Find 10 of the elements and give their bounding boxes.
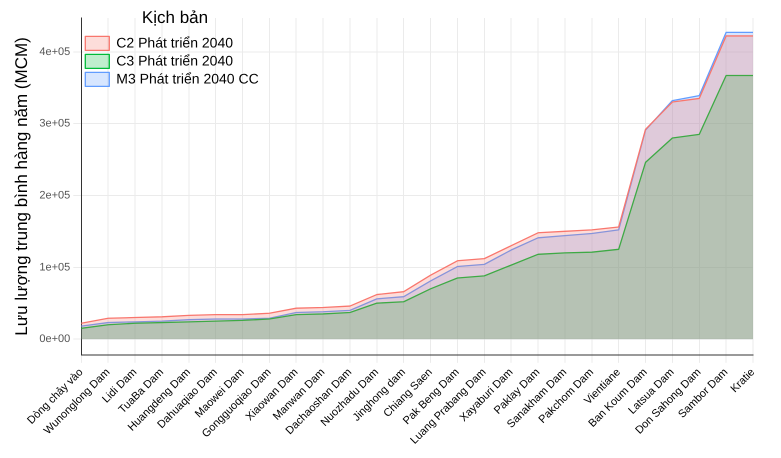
legend-label: C2 Phát triển 2040: [116, 34, 234, 50]
y-tick-label: 1e+05: [39, 261, 70, 274]
y-tick-label: 0e+00: [39, 333, 70, 346]
legend-label: C3 Phát triển 2040: [116, 52, 234, 68]
y-axis-title: Lưu lượng trung bình hàng năm (MCM): [12, 37, 31, 336]
legend-title: Kịch bản: [142, 8, 208, 28]
legend-label: M3 Phát triển 2040 CC: [116, 70, 259, 86]
y-tick-label: 3e+05: [39, 118, 70, 130]
y-tick-label: 2e+05: [39, 189, 70, 202]
y-tick-label: 4e+05: [39, 46, 70, 58]
